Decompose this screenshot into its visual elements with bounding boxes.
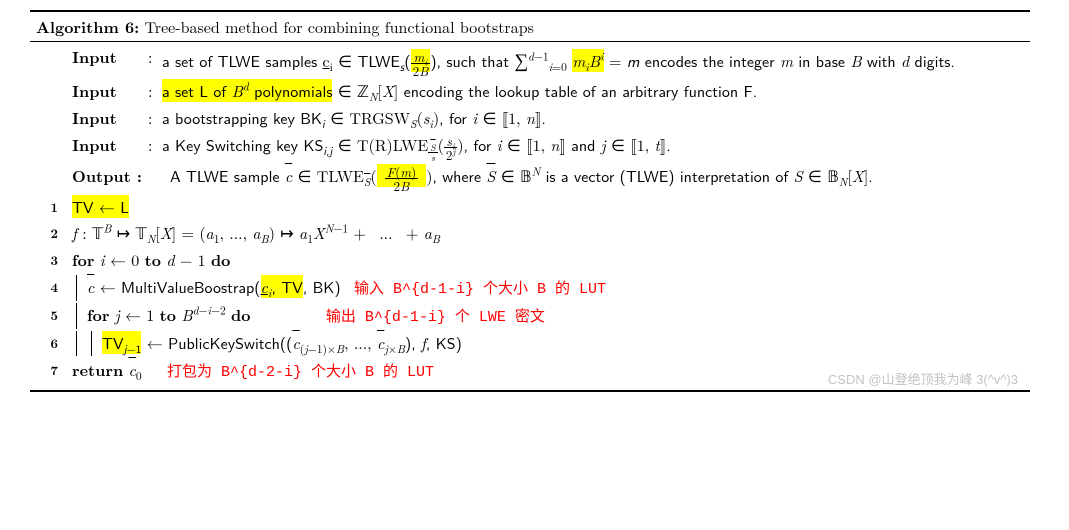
input-label: Input <box>72 45 148 70</box>
step-content: return c0 打包为 B^{d-2-i} 个大小 B 的 LUT <box>72 358 1024 384</box>
red-annotation: 打包为 B^{d-2-i} 个大小 B 的 LUT <box>167 364 434 381</box>
line-number: 1 <box>36 195 58 217</box>
input-content: a set L of Bd polynomials ∈ ℤN[X] encodi… <box>162 79 1024 104</box>
step-row: 6 TVj−1 ← PublicKeySwitch((c(j−1)×B, ...… <box>36 330 1024 357</box>
algorithm-body: Input : a set of TLWE samples ci ∈ TLWEs… <box>30 42 1030 390</box>
output-label: Output : <box>72 164 148 189</box>
input-row: Input : a bootstrapping key BKi ∈ TRGSWS… <box>36 105 1024 132</box>
input-label: Input <box>72 133 148 158</box>
output-content: A TLWE sample c ∈ TLWES( F(m)2B ), where… <box>162 164 1024 192</box>
line-number: 5 <box>36 303 58 325</box>
line-number <box>36 45 58 47</box>
step-content: f : 𝕋B ↦ 𝕋N[X] = (a1, ..., aB) ↦ a1XN−1 … <box>72 221 1024 246</box>
step-content: for j ← 1 to Bd−i−2 do 输出 B^{d-1-i} 个 LW… <box>72 303 1024 329</box>
step-row: 4 c ← MultiValueBoostrap(ci, TV, BK) 输入 … <box>36 274 1024 302</box>
input-content: a bootstrapping key BKi ∈ TRGSWS(si), fo… <box>162 106 1024 131</box>
colon: : <box>148 45 162 70</box>
step-row: 3 for i ← 0 to d − 1 do <box>36 247 1024 274</box>
line-number: 6 <box>36 331 58 353</box>
bottom-rule <box>30 390 1030 392</box>
output-row: Output : A TLWE sample c ∈ TLWES( F(m)2B… <box>36 163 1024 193</box>
input-label: Input <box>72 79 148 104</box>
step-content: for i ← 0 to d − 1 do <box>72 248 1024 273</box>
step-content: TVj−1 ← PublicKeySwitch((c(j−1)×B, ..., … <box>72 331 1024 356</box>
step-row: 5 for j ← 1 to Bd−i−2 do 输出 B^{d-1-i} 个 … <box>36 302 1024 330</box>
input-label: Input <box>72 106 148 131</box>
input-content: a set of TLWE samples ci ∈ TLWEs(mi2B), … <box>162 45 1024 77</box>
input-row: Input : a set L of Bd polynomials ∈ ℤN[X… <box>36 78 1024 105</box>
line-number: 7 <box>36 358 58 380</box>
line-number: 4 <box>36 275 58 297</box>
step-content: TV ← L <box>72 195 1024 220</box>
algo-title: Tree-based method for combining function… <box>145 15 534 38</box>
red-annotation: 输出 B^{d-1-i} 个 LWE 密文 <box>326 309 545 326</box>
step-row: 7 return c0 打包为 B^{d-2-i} 个大小 B 的 LUT <box>36 357 1024 385</box>
line-number: 2 <box>36 221 58 243</box>
input-row: Input : a set of TLWE samples ci ∈ TLWEs… <box>36 44 1024 78</box>
red-annotation: 输入 B^{d-1-i} 个大小 B 的 LUT <box>354 281 606 298</box>
step-row: 1 TV ← L <box>36 194 1024 221</box>
algo-label: Algorithm 6: <box>36 15 139 38</box>
step-content: c ← MultiValueBoostrap(ci, TV, BK) 输入 B^… <box>72 275 1024 301</box>
line-number: 3 <box>36 248 58 270</box>
algo-number: 6 <box>125 15 134 38</box>
algorithm-block: Algorithm 6: Tree-based method for combi… <box>30 10 1030 392</box>
algorithm-title-row: Algorithm 6: Tree-based method for combi… <box>30 12 1030 41</box>
input-content: a Key Switching key KSi,j ∈ T(R)LWESs(si… <box>162 133 1024 163</box>
input-row: Input : a Key Switching key KSi,j ∈ T(R)… <box>36 132 1024 164</box>
step-row: 2 f : 𝕋B ↦ 𝕋N[X] = (a1, ..., aB) ↦ a1XN−… <box>36 220 1024 247</box>
